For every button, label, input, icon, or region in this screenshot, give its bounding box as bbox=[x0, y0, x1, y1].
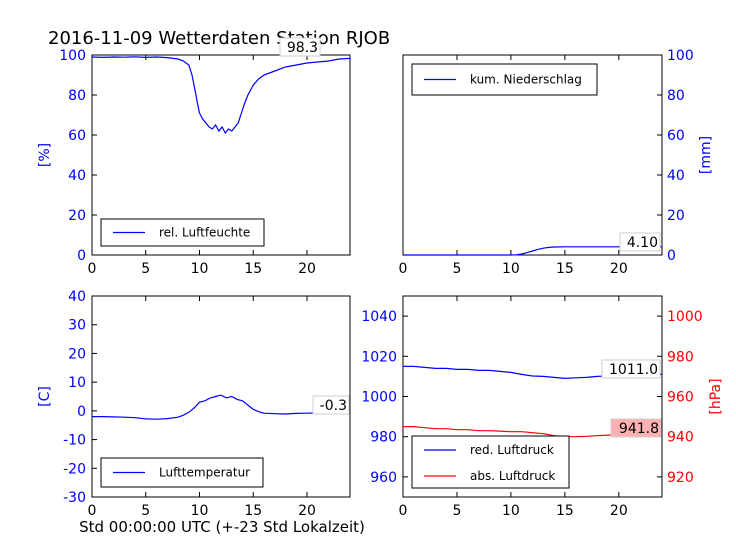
precipitation-ytick-label: 0 bbox=[667, 248, 676, 264]
temperature-value-badge-bg-0 bbox=[312, 395, 350, 415]
temperature-legend-label-0: Lufttemperatur bbox=[159, 466, 250, 480]
pressure-ytick-right-label: 1000 bbox=[667, 309, 703, 325]
pressure-legend-label-0: red. Luftdruck bbox=[470, 443, 554, 457]
pressure-xtick-label: 15 bbox=[556, 503, 574, 519]
temperature-xtick-label: 0 bbox=[88, 503, 97, 519]
temperature-ytick-label: -30 bbox=[63, 490, 86, 506]
pressure-ytick-right-label: 940 bbox=[667, 430, 694, 446]
precipitation-series-line-0 bbox=[403, 246, 662, 256]
precipitation-ytick-label: 80 bbox=[667, 88, 685, 104]
humidity-value-badge-0: 98.3 bbox=[287, 40, 318, 56]
humidity-ytick-label: 60 bbox=[68, 128, 86, 144]
precipitation-xtick-label: 0 bbox=[399, 261, 408, 277]
humidity-ytick-label: 100 bbox=[59, 48, 86, 64]
pressure-value-badge-1: 941.8 bbox=[619, 421, 659, 437]
humidity-series-line-0 bbox=[91, 56, 351, 135]
precipitation-ytick-label: 100 bbox=[667, 48, 694, 64]
humidity-xtick-label: 5 bbox=[141, 261, 150, 277]
precipitation-xtick-label: 10 bbox=[502, 261, 520, 277]
temperature-value-badge-0: -0.3 bbox=[320, 398, 347, 414]
temperature-ytick-label: 40 bbox=[68, 289, 86, 305]
temperature-xtick-label: 5 bbox=[141, 503, 150, 519]
pressure-panel: 0 5 10 15 20 960 980 1000 1020 1040 920 940 960 980 10… bbox=[361, 295, 724, 519]
temperature-ytick-label: 30 bbox=[68, 318, 86, 334]
pressure-ytick-label: 1040 bbox=[361, 309, 397, 325]
precipitation-ytick-label: 60 bbox=[667, 128, 685, 144]
precipitation-xtick-label: 5 bbox=[452, 261, 461, 277]
humidity-ytick-label: 80 bbox=[68, 88, 86, 104]
humidity-legend-label-0: rel. Luftfeuchte bbox=[159, 226, 250, 240]
precipitation-axes-frame bbox=[402, 54, 663, 256]
precipitation-xtick-label: 15 bbox=[556, 261, 574, 277]
temperature-ytick-label: -20 bbox=[63, 461, 86, 477]
humidity-value-badge-bg-0 bbox=[279, 37, 321, 57]
pressure-ytick-right-label: 920 bbox=[667, 470, 694, 486]
pressure-value-badge-0: 1011.0 bbox=[609, 362, 658, 378]
humidity-xtick-label: 15 bbox=[244, 261, 262, 277]
pressure-xtick-label: 10 bbox=[502, 503, 520, 519]
temperature-legend-box bbox=[100, 457, 264, 488]
humidity-ytick-label: 0 bbox=[77, 248, 86, 264]
precipitation-ytick-label: 20 bbox=[667, 208, 685, 224]
pressure-legend-box bbox=[411, 435, 570, 489]
figure-title: 2016-11-09 Wetterdaten Station RJOB bbox=[48, 28, 390, 49]
humidity-xtick-label: 0 bbox=[88, 261, 97, 277]
precipitation-value-badge-0: 4.10 bbox=[627, 235, 658, 251]
temperature-ytick-label: 0 bbox=[77, 404, 86, 420]
pressure-ytick-label: 1000 bbox=[361, 390, 397, 406]
humidity-xtick-label: 10 bbox=[191, 261, 209, 277]
temperature-xtick-label: 10 bbox=[191, 503, 209, 519]
pressure-xtick-label: 20 bbox=[610, 503, 628, 519]
temperature-ylabel: [C] bbox=[37, 386, 53, 407]
humidity-panel: 0 5 10 15 20 0 20 40 60 80 100 [%] rel. Luftfeuchte 9… bbox=[37, 37, 351, 277]
temperature-panel: 0 5 10 15 20 -30 -20 -10 0 10 20 30 40 [C] Lufttempera… bbox=[37, 289, 351, 519]
figure-xlabel: Std 00:00:00 UTC (+-23 Std Lokalzeit) bbox=[79, 518, 365, 536]
precipitation-xtick-label: 20 bbox=[610, 261, 628, 277]
humidity-axes-frame bbox=[91, 54, 351, 256]
pressure-ylabel-right: [hPa] bbox=[708, 378, 724, 414]
pressure-ytick-label: 1020 bbox=[361, 349, 397, 365]
humidity-xtick-label: 20 bbox=[298, 261, 316, 277]
precipitation-value-badge-bg-0 bbox=[619, 232, 661, 252]
temperature-ytick-label: 20 bbox=[68, 346, 86, 362]
precipitation-ylabel: [mm] bbox=[698, 136, 714, 174]
temperature-xtick-label: 20 bbox=[298, 503, 316, 519]
pressure-value-badge-bg-1 bbox=[610, 418, 662, 438]
pressure-ytick-right-label: 960 bbox=[667, 390, 694, 406]
pressure-value-badge-bg-0 bbox=[601, 359, 661, 379]
temperature-ytick-label: 10 bbox=[68, 375, 86, 391]
temperature-axes-frame bbox=[91, 295, 351, 498]
pressure-ytick-label: 980 bbox=[370, 430, 397, 446]
humidity-ytick-label: 20 bbox=[68, 208, 86, 224]
pressure-ytick-label: 960 bbox=[370, 470, 397, 486]
pressure-xtick-label: 5 bbox=[452, 503, 461, 519]
temperature-xtick-label: 15 bbox=[244, 503, 262, 519]
humidity-ytick-label: 40 bbox=[68, 168, 86, 184]
pressure-ytick-right-label: 980 bbox=[667, 349, 694, 365]
precipitation-panel: 0 5 10 15 20 0 20 40 60 80 100 [mm] kum. Niederschla… bbox=[399, 48, 714, 277]
precipitation-legend-label-0: kum. Niederschlag bbox=[470, 73, 582, 87]
precipitation-ytick-label: 40 bbox=[667, 168, 685, 184]
temperature-series-line-0 bbox=[92, 394, 351, 420]
pressure-legend-label-1: abs. Luftdruck bbox=[470, 469, 555, 483]
pressure-xtick-label: 0 bbox=[399, 503, 408, 519]
temperature-ytick-label: -10 bbox=[63, 433, 86, 449]
humidity-ylabel: [%] bbox=[37, 143, 53, 167]
